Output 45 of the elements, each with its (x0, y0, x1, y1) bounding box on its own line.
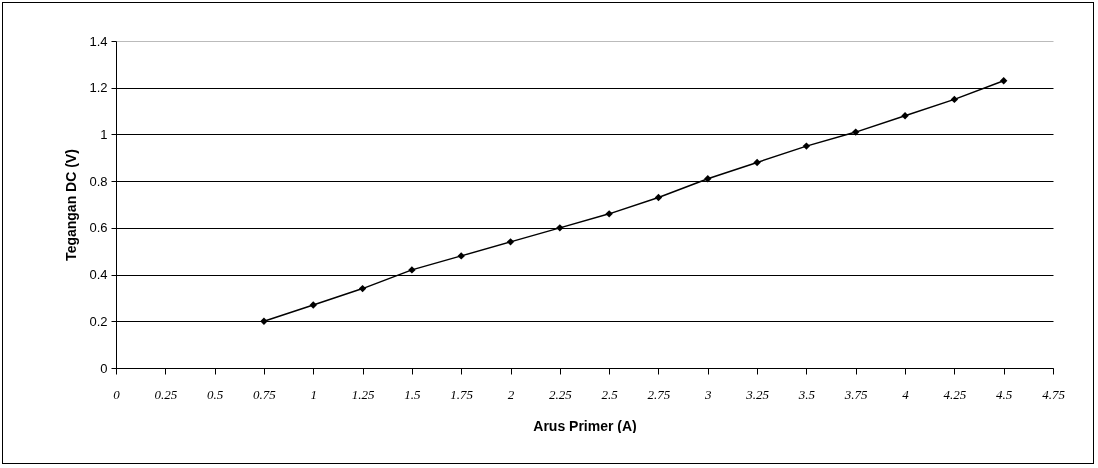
x-tick-label: 0.5 (207, 386, 224, 402)
y-tick-label: 0 (100, 360, 108, 376)
x-tick-label: 3.25 (745, 386, 770, 402)
x-tick-label: 1 (310, 386, 318, 402)
y-tick-label: 0.8 (89, 173, 108, 189)
x-tick-label: 2.75 (647, 386, 671, 402)
point (753, 158, 761, 167)
x-tick-label: 4 (902, 386, 910, 402)
x-tick-label: 4.75 (1042, 386, 1066, 402)
x-tick-label: 4.5 (996, 386, 1013, 402)
x-tick-label: 3 (704, 386, 713, 402)
point (556, 224, 564, 232)
y-tick-label: 0.6 (89, 220, 108, 236)
point (704, 175, 712, 183)
point (950, 95, 959, 104)
x-tick-label: 1.25 (351, 386, 375, 402)
point (358, 284, 367, 293)
x-tick-label: 0.25 (154, 386, 178, 402)
x-tick-label: 2 (507, 386, 515, 402)
point (605, 210, 613, 218)
x-tick-label: 3.5 (797, 386, 816, 402)
x-tick-label: 1.5 (404, 386, 422, 402)
x-tick-label: 2.25 (548, 386, 573, 402)
x-tick-label: 2.5 (601, 386, 619, 402)
point (999, 77, 1008, 85)
y-axis-title: Tegangan DC (V) (63, 149, 80, 261)
x-tick-label: 4.25 (943, 386, 967, 402)
point (260, 317, 268, 325)
point (457, 252, 465, 260)
point (802, 142, 811, 150)
point (506, 238, 515, 246)
y-tick-label: 1 (100, 126, 108, 142)
y-tick-label: 1.4 (89, 33, 108, 49)
y-tick-label: 1.2 (89, 80, 108, 96)
y-tick-label: 0.4 (89, 267, 108, 283)
x-tick-label: 0 (113, 386, 121, 402)
y-tick-label: 0.2 (89, 313, 108, 329)
point (309, 301, 317, 309)
x-axis-title: Arus Primer (A) (533, 417, 637, 434)
x-tick-label: 0.75 (253, 386, 277, 402)
point (901, 112, 909, 120)
x-tick-label: 1.75 (450, 386, 474, 402)
point (654, 193, 663, 202)
point (852, 128, 860, 136)
x-tick-label: 3.75 (843, 386, 869, 402)
